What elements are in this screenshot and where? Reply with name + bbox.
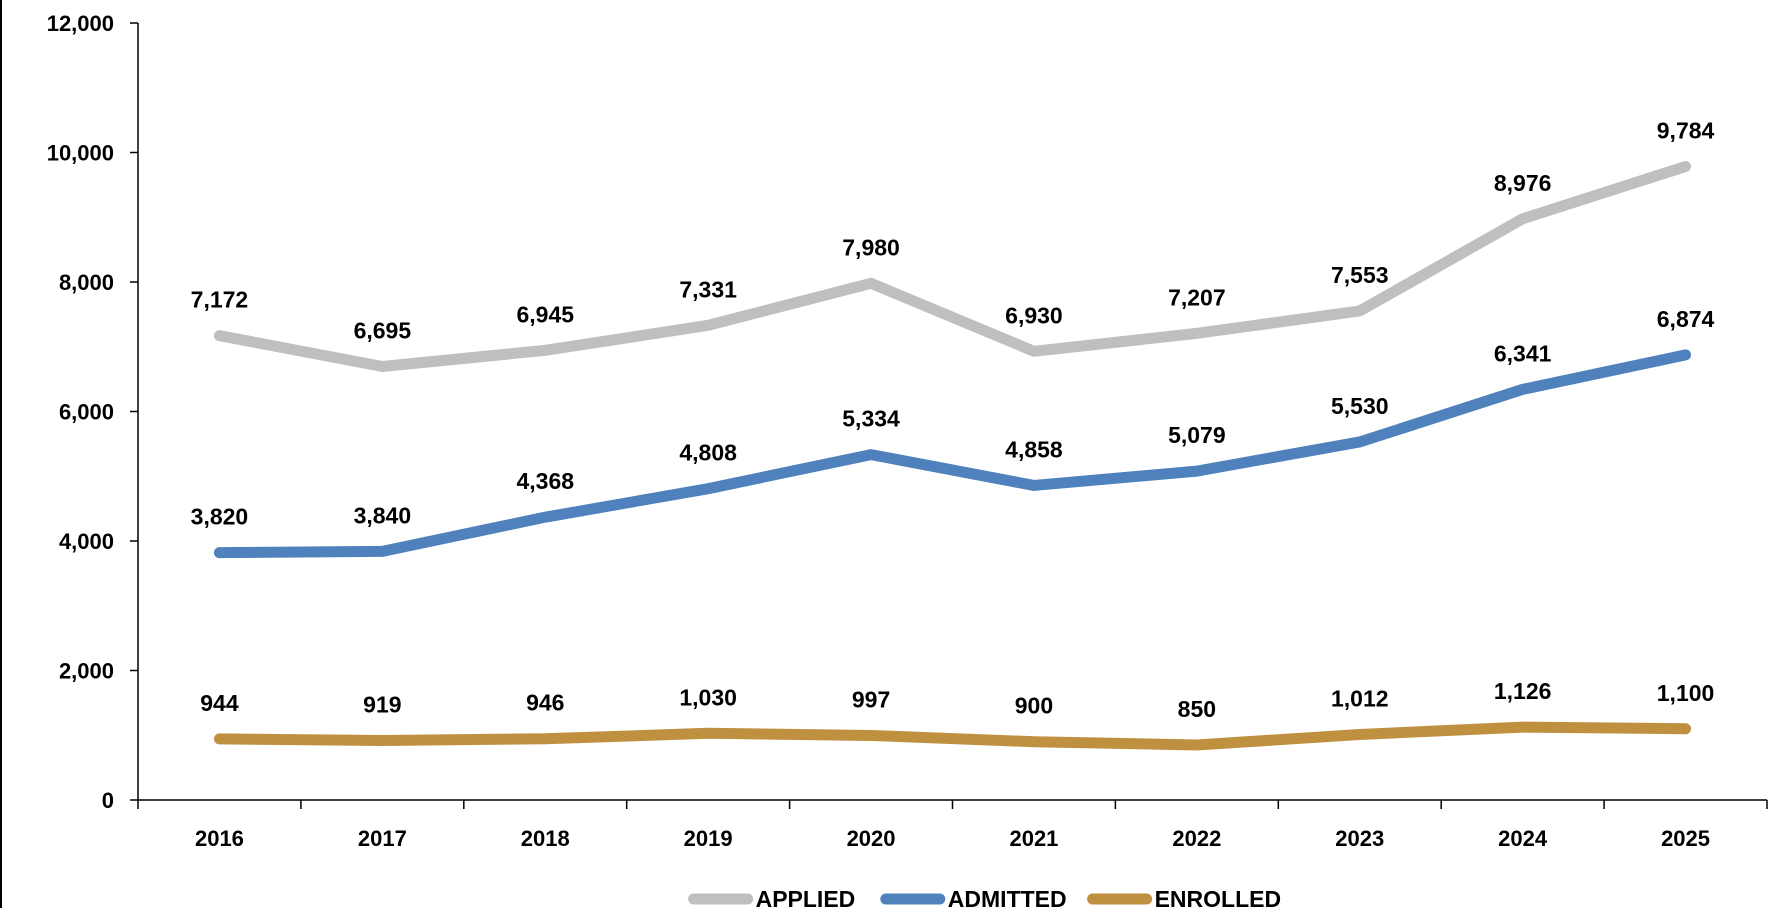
x-tick-label: 2020 (847, 826, 896, 851)
series-line-applied (213, 160, 1692, 372)
data-point-applied (1195, 332, 1198, 335)
data-point-admitted (1032, 484, 1035, 487)
data-label-admitted: 4,808 (679, 440, 737, 466)
data-point-admitted (1684, 353, 1687, 356)
data-point-enrolled (544, 737, 547, 740)
x-tick-label: 2019 (684, 826, 733, 851)
data-point-admitted (1195, 470, 1198, 473)
data-point-enrolled (1684, 727, 1687, 730)
x-tick-label: 2016 (195, 826, 244, 851)
data-label-admitted: 4,858 (1005, 436, 1063, 462)
data-point-admitted (218, 551, 221, 554)
data-point-applied (870, 282, 873, 285)
data-point-admitted (707, 487, 710, 490)
series-line-admitted (213, 349, 1692, 559)
data-label-admitted: 3,840 (354, 502, 412, 528)
data-label-enrolled: 944 (200, 690, 239, 716)
data-point-admitted (1521, 388, 1524, 391)
data-label-enrolled: 946 (526, 690, 564, 716)
y-tick-label: 2,000 (59, 659, 114, 684)
x-tick-label: 2024 (1498, 826, 1548, 851)
data-label-admitted: 6,874 (1657, 306, 1715, 332)
legend-label-enrolled: ENROLLED (1155, 886, 1282, 908)
data-point-applied (1521, 217, 1524, 220)
data-point-enrolled (1521, 726, 1524, 729)
data-point-admitted (1358, 440, 1361, 443)
y-tick-label: 12,000 (47, 11, 114, 36)
legend: APPLIED ADMITTED ENROLLED (688, 886, 1282, 908)
series-line-enrolled (213, 721, 1692, 751)
legend-label-admitted: ADMITTED (948, 886, 1067, 908)
data-point-applied (1032, 350, 1035, 353)
data-point-admitted (544, 516, 547, 519)
x-tick-label: 2018 (521, 826, 570, 851)
data-label-admitted: 6,341 (1494, 340, 1552, 366)
data-label-applied: 7,207 (1168, 284, 1226, 310)
data-point-enrolled (218, 737, 221, 740)
data-label-enrolled: 1,030 (679, 684, 737, 710)
y-tick-label: 4,000 (59, 529, 114, 554)
data-label-applied: 8,976 (1494, 170, 1552, 196)
data-point-applied (1358, 309, 1361, 312)
x-tick-label: 2017 (358, 826, 407, 851)
data-label-admitted: 5,334 (842, 406, 900, 432)
data-label-applied: 9,784 (1657, 117, 1715, 143)
y-tick-label: 8,000 (59, 270, 114, 295)
data-label-enrolled: 1,012 (1331, 685, 1389, 711)
data-point-admitted (381, 550, 384, 553)
data-label-applied: 6,930 (1005, 302, 1063, 328)
x-axis-tick-labels: 2016 2017 2018 2019 2020 2021 2022 2023 2024 2025 (195, 826, 1710, 851)
data-label-applied: 6,695 (354, 317, 412, 343)
data-point-enrolled (707, 732, 710, 735)
data-point-enrolled (381, 739, 384, 742)
data-label-enrolled: 919 (363, 691, 401, 717)
data-point-applied (218, 334, 221, 337)
x-tick-label: 2025 (1661, 826, 1710, 851)
data-label-enrolled: 997 (852, 686, 890, 712)
data-label-admitted: 5,530 (1331, 393, 1389, 419)
axes (130, 22, 1768, 809)
data-label-admitted: 3,820 (191, 504, 249, 530)
data-point-applied (544, 349, 547, 352)
data-label-applied: 7,553 (1331, 262, 1389, 288)
legend-label-applied: APPLIED (756, 886, 856, 908)
data-label-applied: 7,331 (679, 276, 737, 302)
data-label-applied: 6,945 (516, 301, 574, 327)
y-tick-label: 0 (102, 788, 114, 813)
data-label-applied: 7,172 (191, 287, 249, 313)
data-point-enrolled (1032, 740, 1035, 743)
data-point-enrolled (870, 734, 873, 737)
data-labels: 7,172 6,695 6,945 7,331 7,980 6,930 7,207 7,553… (191, 117, 1715, 721)
y-tick-label: 10,000 (47, 141, 114, 166)
series-lines (213, 160, 1692, 751)
data-label-enrolled: 1,126 (1494, 678, 1552, 704)
y-tick-label: 6,000 (59, 400, 114, 425)
data-point-enrolled (1195, 743, 1198, 746)
data-label-enrolled: 900 (1015, 693, 1053, 719)
data-point-applied (707, 324, 710, 327)
data-point-applied (381, 365, 384, 368)
data-label-applied: 7,980 (842, 234, 900, 260)
x-tick-label: 2021 (1009, 826, 1058, 851)
data-label-admitted: 4,368 (516, 468, 574, 494)
data-label-enrolled: 850 (1178, 696, 1216, 722)
data-point-enrolled (1358, 733, 1361, 736)
data-point-applied (1684, 165, 1687, 168)
x-tick-label: 2023 (1335, 826, 1384, 851)
x-tick-label: 2022 (1172, 826, 1221, 851)
y-axis-tick-labels: 0 2,000 4,000 6,000 8,000 10,000 12,000 (47, 11, 114, 813)
data-point-admitted (870, 453, 873, 456)
data-label-enrolled: 1,100 (1657, 680, 1715, 706)
data-label-admitted: 5,079 (1168, 422, 1226, 448)
